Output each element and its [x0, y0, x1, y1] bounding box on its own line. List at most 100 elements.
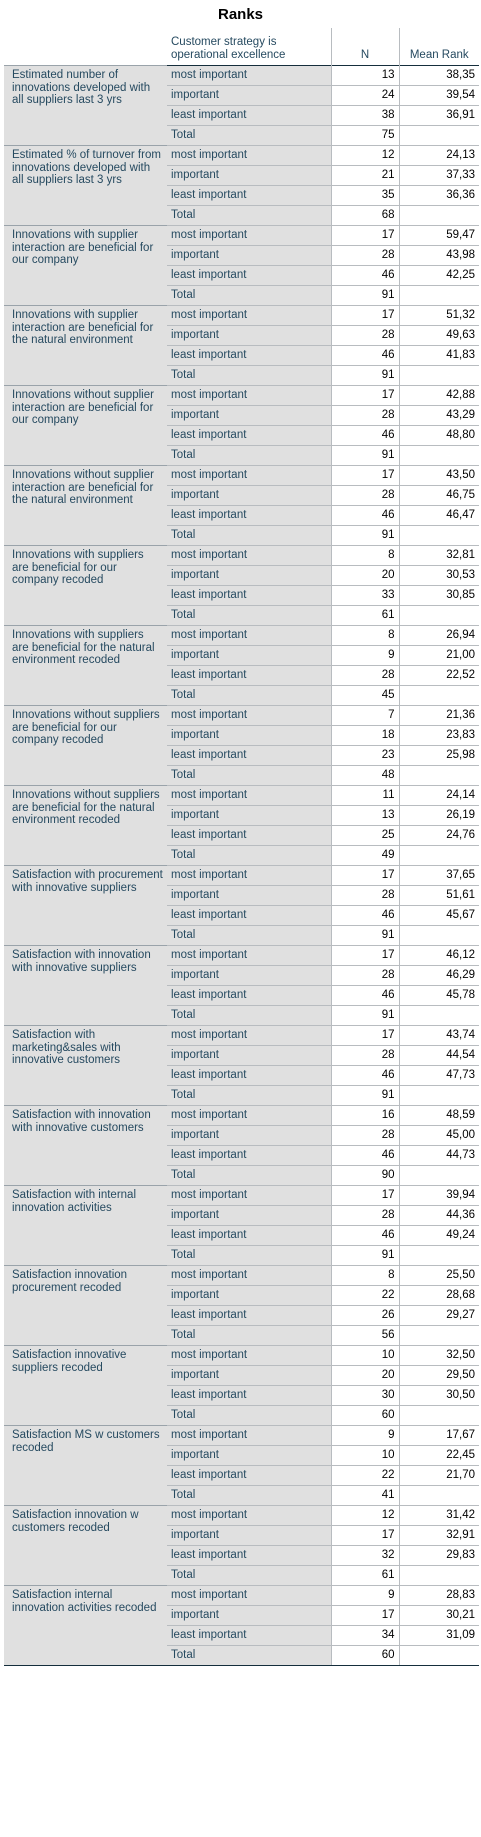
group-label: Total [167, 605, 331, 626]
group-label: least important [167, 825, 331, 846]
table-row: least important 46 44,73 [4, 1145, 479, 1166]
table-row: Innovations without supplier interaction… [4, 385, 479, 466]
group-label: Total [167, 1245, 331, 1266]
table-row: Innovations with suppliers are beneficia… [4, 545, 479, 626]
group-label: most important [167, 305, 331, 326]
n-value: 91 [330, 925, 399, 946]
table-row: Total 41 [4, 1485, 479, 1506]
group-label: important [167, 1445, 331, 1466]
mean-rank-value: 25,50 [398, 1265, 479, 1286]
mean-rank-value [398, 1565, 479, 1586]
n-value: 20 [330, 565, 399, 586]
n-value: 46 [330, 1145, 399, 1166]
group-label: least important [167, 185, 331, 206]
table-row: Satisfaction with innovation with innova… [4, 1105, 479, 1186]
table-row: least important 23 25,98 [4, 745, 479, 766]
mean-rank-value: 24,14 [398, 785, 479, 806]
variable-block: Satisfaction with marketing&sales with i… [4, 1025, 479, 1106]
group-label: important [167, 565, 331, 586]
table-row: Total 68 [4, 205, 479, 226]
n-value: 17 [330, 945, 399, 966]
mean-rank-value: 22,52 [398, 665, 479, 686]
group-label: most important [167, 625, 331, 646]
mean-rank-value [398, 1645, 479, 1665]
table-row: Satisfaction innovation procurement reco… [4, 1265, 479, 1346]
group-label: least important [167, 1465, 331, 1486]
table-row: Total 91 [4, 285, 479, 306]
table-row: least important 34 31,09 [4, 1625, 479, 1646]
table-row: least important 32 29,83 [4, 1545, 479, 1566]
table-row: least important 33 30,85 [4, 585, 479, 606]
n-value: 17 [330, 1185, 399, 1206]
n-value: 41 [330, 1485, 399, 1506]
group-label: Total [167, 365, 331, 386]
n-value: 91 [330, 525, 399, 546]
mean-rank-value: 43,74 [398, 1025, 479, 1046]
group-label: important [167, 245, 331, 266]
mean-rank-value [398, 605, 479, 626]
group-label: important [167, 325, 331, 346]
group-label: important [167, 485, 331, 506]
mean-rank-value [398, 1245, 479, 1266]
group-label: Total [167, 1485, 331, 1506]
mean-rank-value: 31,42 [398, 1505, 479, 1526]
group-label: important [167, 1045, 331, 1066]
variable-block: Satisfaction with procurement with innov… [4, 865, 479, 946]
table-row: important 28 43,29 [4, 405, 479, 426]
variable-label: Satisfaction innovation w customers reco… [4, 1505, 167, 1586]
mean-rank-value: 46,29 [398, 965, 479, 986]
mean-rank-value: 44,54 [398, 1045, 479, 1066]
n-value: 45 [330, 685, 399, 706]
mean-rank-value [398, 1485, 479, 1506]
group-label: Total [167, 1325, 331, 1346]
mean-rank-value: 43,98 [398, 245, 479, 266]
group-label: Total [167, 205, 331, 226]
table-row: important 28 44,36 [4, 1205, 479, 1226]
group-label: most important [167, 1265, 331, 1286]
n-value: 8 [330, 1265, 399, 1286]
table-row: Innovations without suppliers are benefi… [4, 785, 479, 866]
mean-rank-value: 29,83 [398, 1545, 479, 1566]
table-row: important 24 39,54 [4, 85, 479, 106]
mean-rank-value: 49,63 [398, 325, 479, 346]
group-label: important [167, 1125, 331, 1146]
group-label: important [167, 85, 331, 106]
table-row: important 10 22,45 [4, 1445, 479, 1466]
n-value: 28 [330, 245, 399, 266]
group-label: Total [167, 685, 331, 706]
group-label: important [167, 165, 331, 186]
n-value: 28 [330, 405, 399, 426]
group-label: most important [167, 65, 331, 86]
table-row: important 21 37,33 [4, 165, 479, 186]
group-label: Total [167, 125, 331, 146]
table-row: Innovations with suppliers are beneficia… [4, 625, 479, 706]
group-label: most important [167, 945, 331, 966]
variable-label: Satisfaction MS w customers recoded [4, 1425, 167, 1506]
table-row: Satisfaction with procurement with innov… [4, 865, 479, 946]
table-row: Total 91 [4, 1085, 479, 1106]
group-label: important [167, 1365, 331, 1386]
mean-rank-value: 21,00 [398, 645, 479, 666]
mean-rank-value [398, 365, 479, 386]
n-value: 9 [330, 1425, 399, 1446]
mean-rank-value: 25,98 [398, 745, 479, 766]
group-label: most important [167, 1345, 331, 1366]
mean-rank-value: 45,67 [398, 905, 479, 926]
n-value: 11 [330, 785, 399, 806]
table-row: least important 25 24,76 [4, 825, 479, 846]
mean-rank-value: 37,33 [398, 165, 479, 186]
mean-rank-value: 59,47 [398, 225, 479, 246]
n-value: 61 [330, 1565, 399, 1586]
table-row: Innovations without suppliers are benefi… [4, 705, 479, 786]
n-value: 10 [330, 1445, 399, 1466]
mean-rank-value: 21,36 [398, 705, 479, 726]
mean-rank-value: 36,36 [398, 185, 479, 206]
table-row: important 18 23,83 [4, 725, 479, 746]
mean-rank-value [398, 285, 479, 306]
n-value: 91 [330, 1005, 399, 1026]
n-value: 46 [330, 985, 399, 1006]
n-value: 75 [330, 125, 399, 146]
n-value: 8 [330, 625, 399, 646]
variable-label: Innovations with supplier interaction ar… [4, 225, 167, 306]
n-value: 91 [330, 1085, 399, 1106]
